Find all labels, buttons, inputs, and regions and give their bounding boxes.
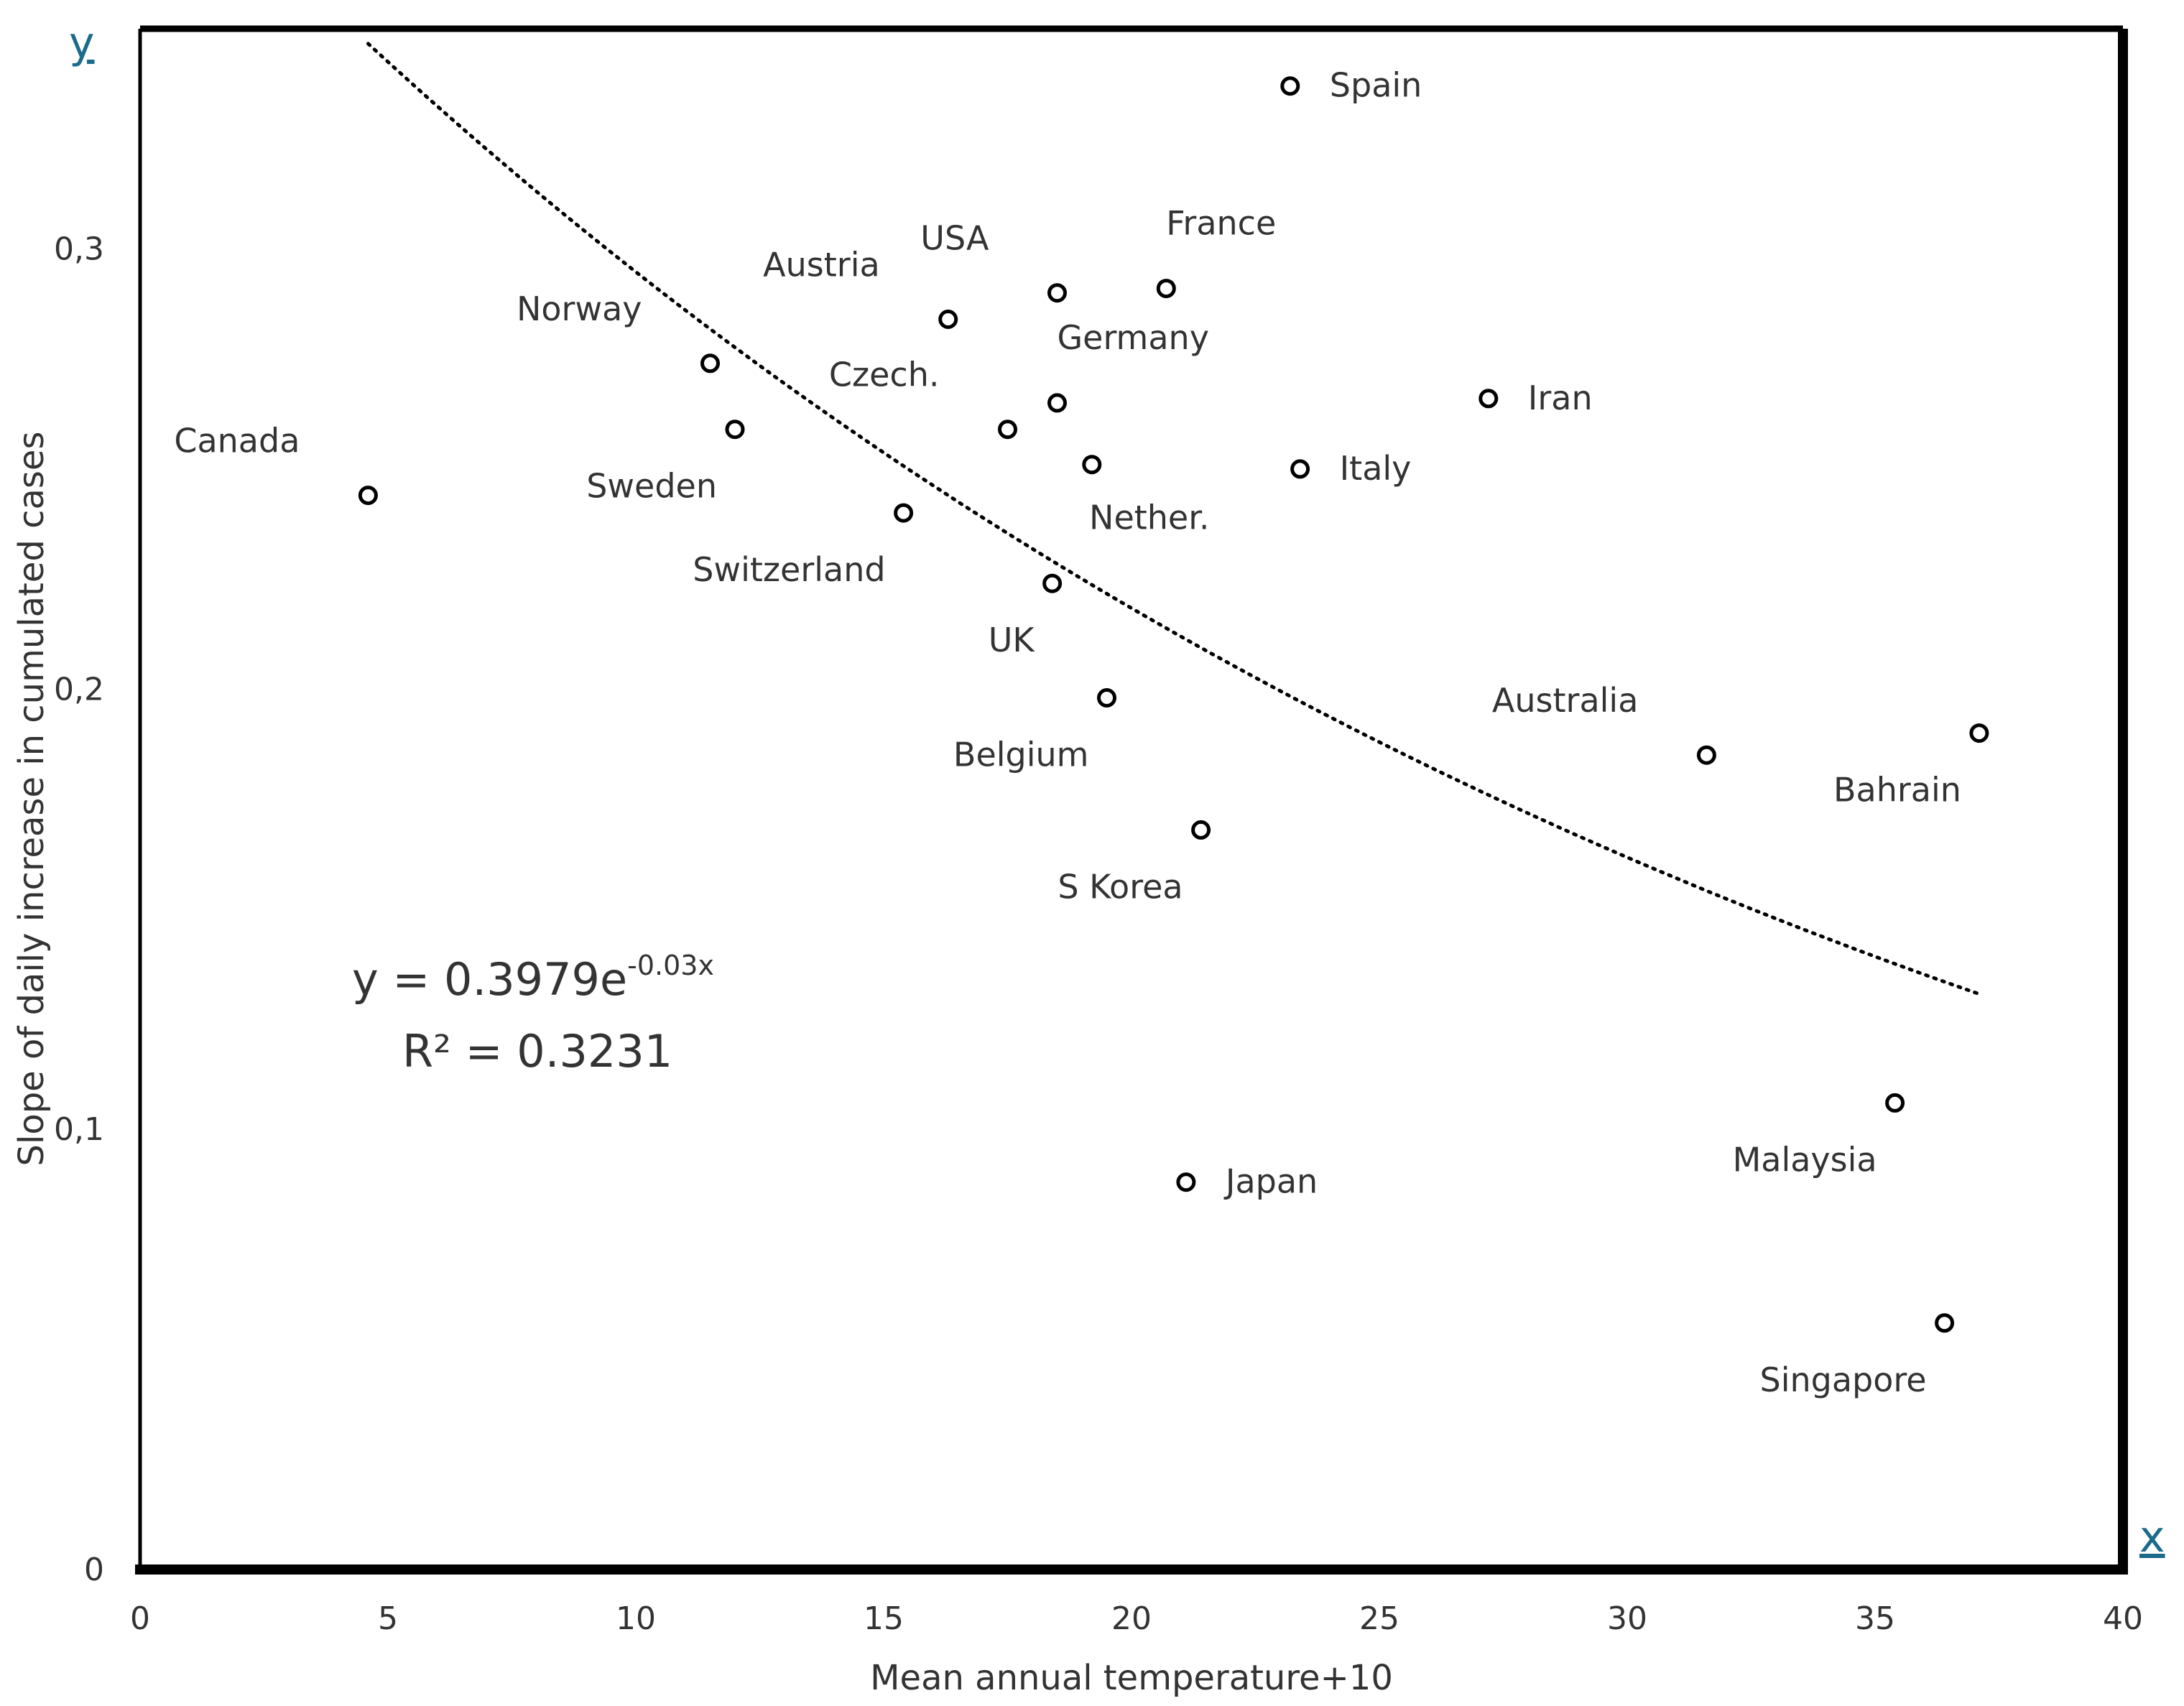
x-axis-letter: x [2139,1512,2165,1562]
data-points [358,76,1989,1333]
data-point [1156,279,1176,299]
point-label: Belgium [953,736,1089,774]
data-point [1885,1093,1905,1113]
data-point [358,486,378,506]
data-point [1969,723,1989,743]
point-label: Bahrain [1833,771,1961,810]
point-label: Singapore [1760,1360,1927,1399]
point-label: Canada [174,422,300,460]
y-axis-letter: y [69,18,95,68]
y-tick-label: 0,1 [54,1111,104,1148]
data-point [1047,283,1067,303]
data-point [998,419,1017,440]
data-point [1097,688,1116,708]
data-point [938,310,958,329]
point-label: Australia [1492,681,1638,720]
x-tick-label: 25 [1359,1600,1399,1637]
y-tick-label: 0,2 [54,671,104,708]
point-label: France [1166,204,1276,243]
trendline-path [366,42,1981,996]
x-tick-label: 5 [378,1600,398,1637]
data-point [1047,393,1067,413]
data-point [725,419,745,440]
data-point [1176,1172,1196,1192]
data-point [1042,573,1063,593]
point-label: Sweden [586,467,717,506]
point-label: Italy [1340,449,1412,488]
y-tick-label: 0,3 [54,231,104,267]
x-tick-label: 40 [2103,1600,2143,1637]
data-point [894,503,914,523]
x-tick-label: 10 [616,1600,656,1637]
point-label: Switzerland [693,550,885,589]
data-point [1696,745,1716,765]
x-axis-title: Mean annual temperature+10 [870,1658,1393,1698]
point-label: Austria [763,246,880,284]
point-label: Czech. [829,356,940,394]
point-labels: Canada Norway Sweden Austria Czech. Switzerla… [174,66,1961,1399]
trend-r-squared: R² = 0.3231 [402,1025,672,1077]
point-label: S Korea [1058,867,1183,906]
point-label: Spain [1330,66,1422,105]
data-point [1280,76,1300,96]
x-tick-label: 15 [864,1600,904,1637]
point-label: Malaysia [1733,1140,1877,1179]
data-point [1935,1313,1955,1333]
x-tick-label: 30 [1607,1600,1647,1637]
y-axis-title: Slope of daily increase in cumulated cas… [11,432,52,1167]
point-label: USA [920,219,989,258]
data-point [1082,455,1102,475]
data-point [700,353,720,374]
point-label: Iran [1528,379,1593,417]
trend-equation: y = 0.3979e-0.03x [352,950,714,1006]
point-label: Nether. [1089,499,1210,537]
x-tick-label: 20 [1111,1600,1152,1637]
point-label: UK [989,621,1036,659]
data-point [1191,820,1211,840]
data-point [1290,459,1310,479]
y-tick-label: 0 [84,1552,104,1588]
trend-equation-main: y = 0.3979e [352,953,627,1006]
x-tick-labels: 0 5 10 15 20 25 30 35 40 [130,1600,2143,1637]
point-label: Norway [517,289,642,328]
x-tick-label: 35 [1855,1600,1895,1637]
y-tick-labels: 0 0,1 0,2 0,3 [54,231,104,1588]
trendline [366,42,1981,996]
x-tick-label: 0 [130,1600,150,1637]
point-label: Germany [1058,318,1209,357]
trend-equation-exponent: -0.03x [627,950,714,981]
data-point [1479,389,1499,409]
point-label: Japan [1223,1162,1318,1201]
